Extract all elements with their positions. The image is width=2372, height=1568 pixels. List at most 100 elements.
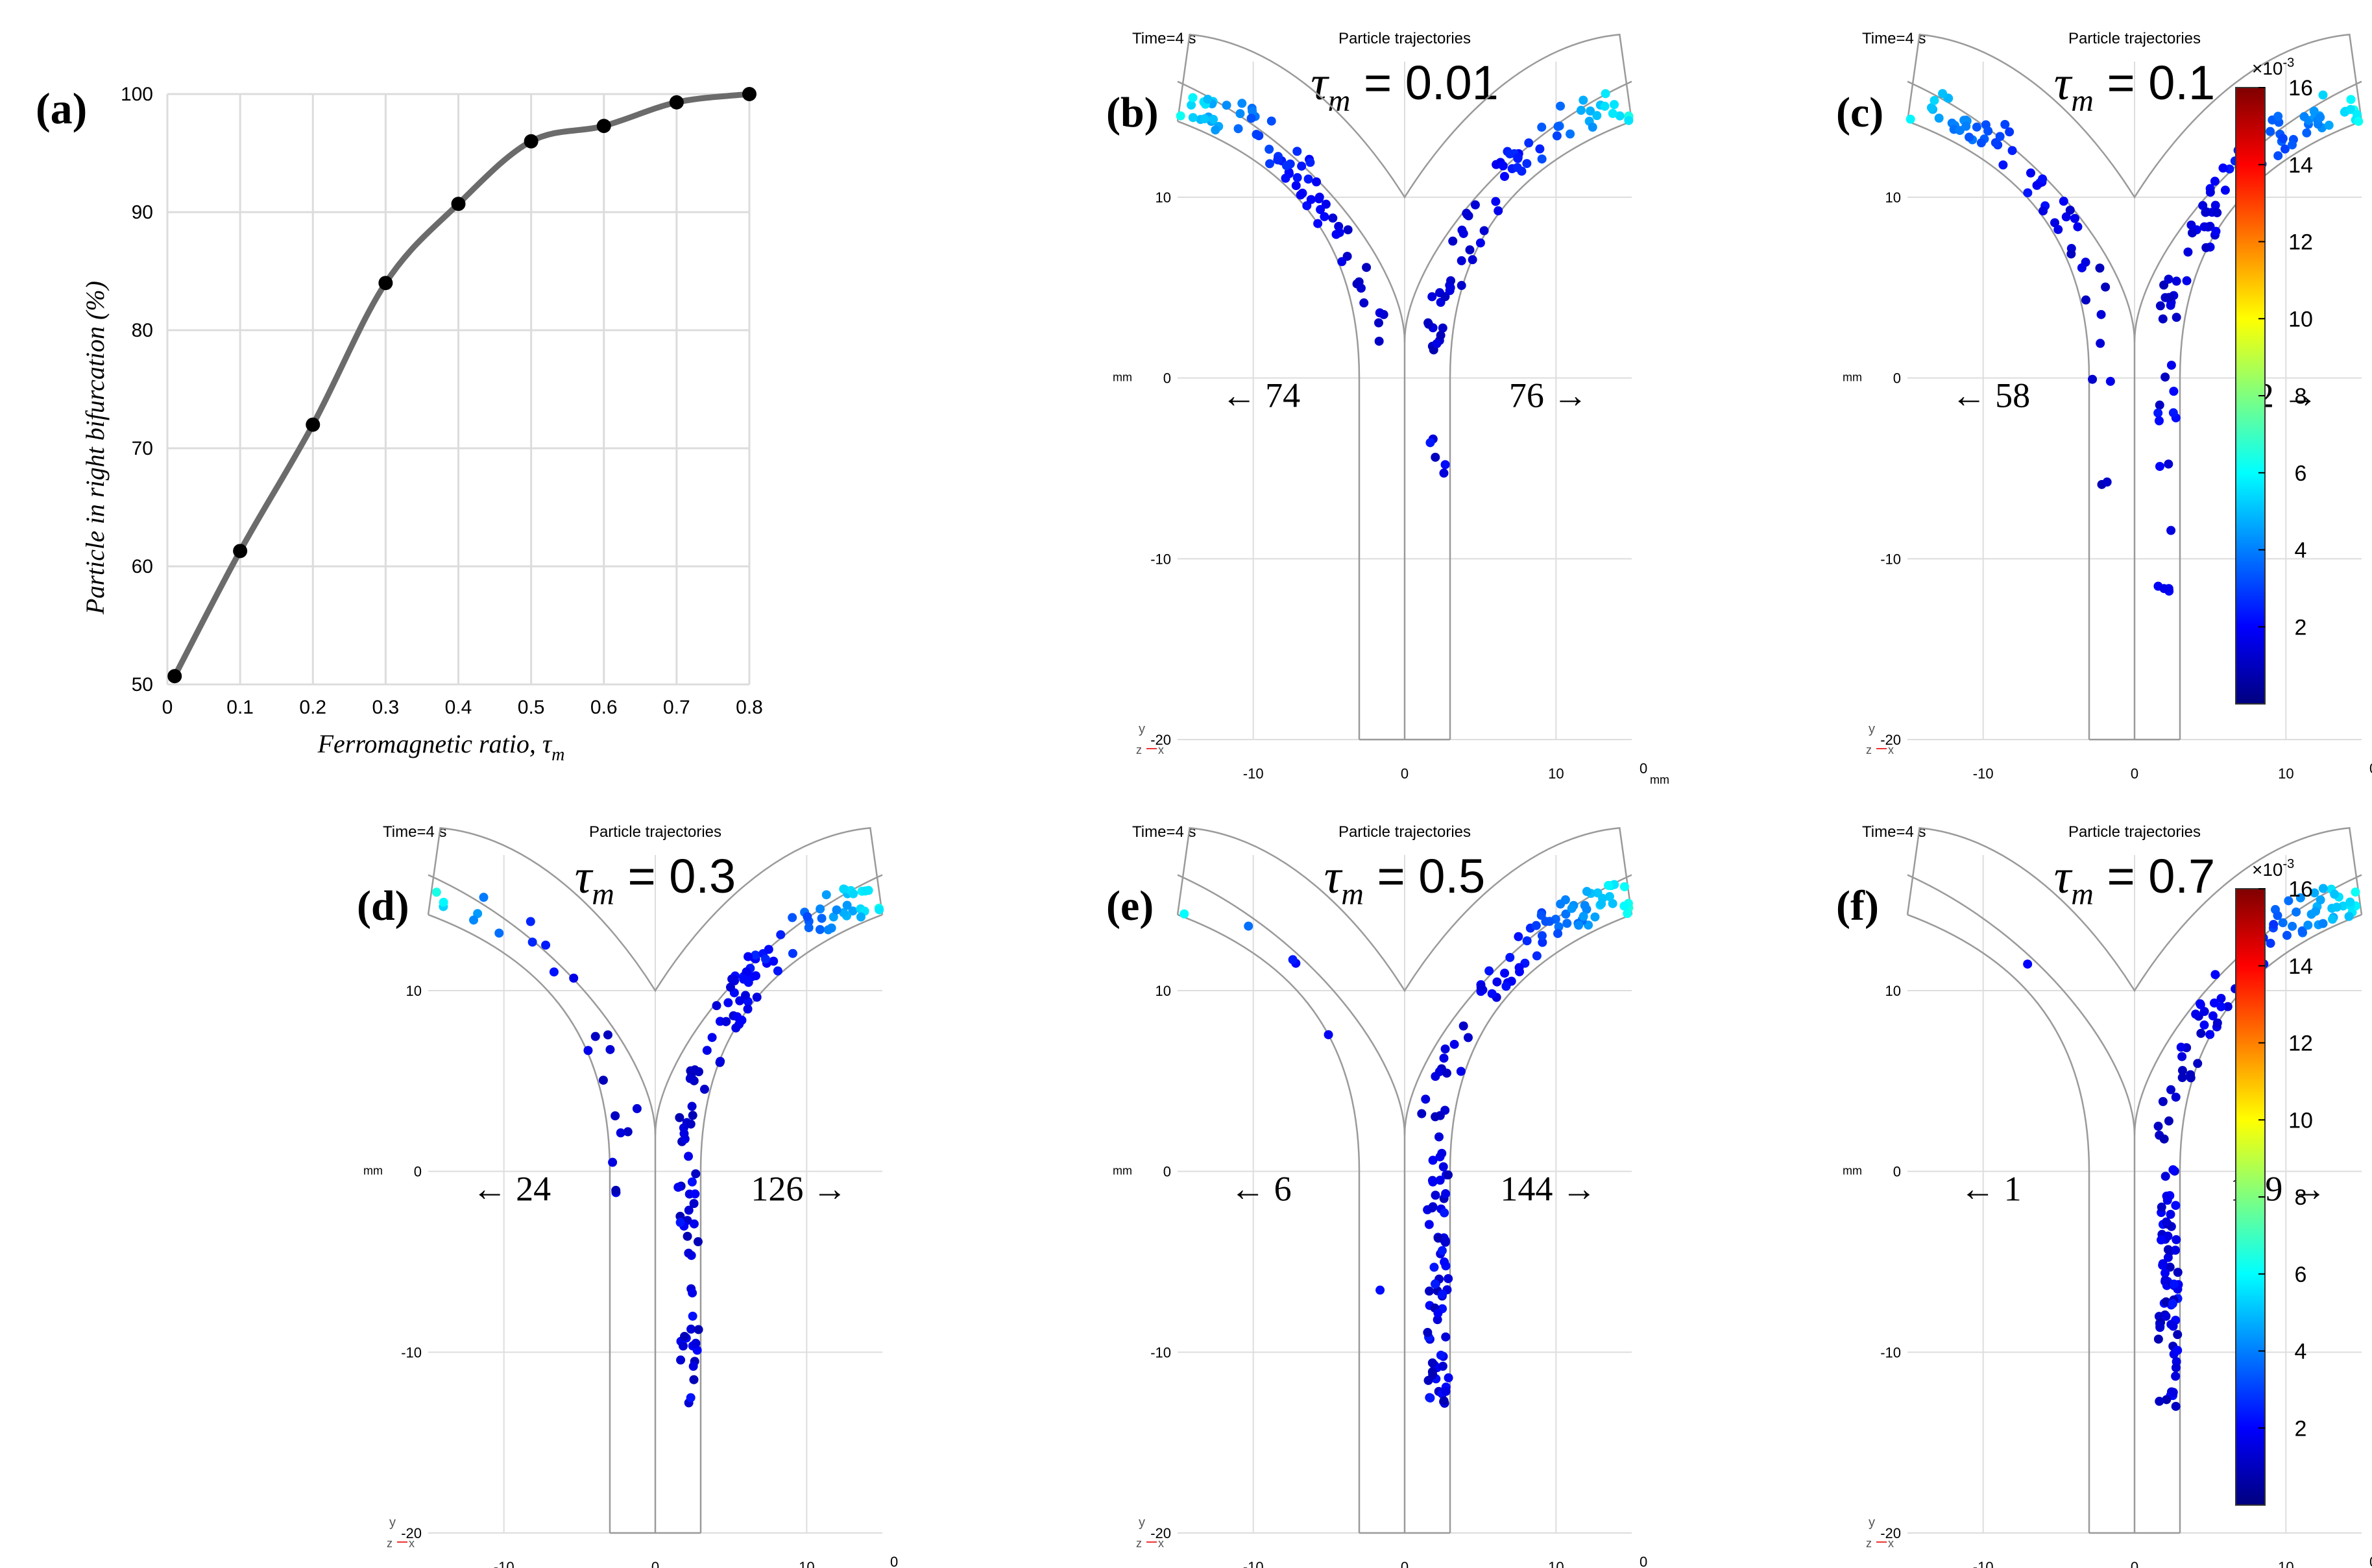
tau-symbol: τ <box>1324 850 1343 904</box>
particle <box>2177 1066 2187 1076</box>
particle <box>684 1152 694 1161</box>
particle <box>2269 920 2279 930</box>
panel-a-y-ticks: 50 60 70 80 90 100 <box>121 84 153 695</box>
particle <box>2172 1235 2181 1244</box>
panel-b-trajectories: Time=4 s Particle trajectories τm = 0.01 (b… <box>1106 30 1669 786</box>
particle <box>1457 281 1466 291</box>
particle <box>1292 173 1302 182</box>
particle <box>1463 1033 1473 1043</box>
particle <box>2158 1260 2168 1270</box>
particle <box>1588 123 1597 132</box>
colorbar-multiplier: ×10-3 <box>2252 857 2294 880</box>
x-tick-label: 10 <box>799 1559 814 1568</box>
particle <box>1331 230 1341 239</box>
panel-title: Particle trajectories <box>589 823 721 841</box>
particle <box>1431 452 1440 462</box>
particle <box>760 954 770 964</box>
particle <box>1955 126 1965 136</box>
particle <box>2299 112 2309 121</box>
particle <box>2278 134 2288 143</box>
particle <box>2173 1268 2183 1277</box>
particle <box>1296 190 1305 200</box>
particle <box>2164 1116 2173 1126</box>
x-tick-label: -10 <box>1973 1559 1994 1568</box>
y-axis-unit: mm <box>1843 371 1862 384</box>
triad-z: z <box>1866 743 1872 756</box>
particle <box>742 967 751 977</box>
particle <box>2345 104 2355 114</box>
panel-a-x-tick-label: 0.8 <box>736 697 763 718</box>
particles <box>1176 89 1634 478</box>
particle <box>2160 1268 2170 1278</box>
particle <box>1492 977 1502 987</box>
particle <box>2183 247 2193 257</box>
particle <box>1608 899 1617 908</box>
channel-outline <box>1906 33 2363 741</box>
panel-e-trajectories: Time=4 s Particle trajectories τm = 0.5 (e)… <box>1106 823 1669 1568</box>
particle <box>2171 1246 2180 1255</box>
particle <box>686 1393 696 1403</box>
channel-wall-right-outer <box>2179 913 2362 1533</box>
panel-a-data-point <box>524 134 539 149</box>
particle <box>788 913 797 923</box>
particle <box>2157 1202 2166 1212</box>
particle <box>1500 969 1510 978</box>
particle <box>2324 121 2334 130</box>
particle <box>1512 163 1522 173</box>
particle <box>1432 339 1442 348</box>
particle <box>1619 882 1629 891</box>
channel-wall-left-outer <box>1177 120 1361 740</box>
particle <box>569 973 579 983</box>
particle <box>723 998 733 1007</box>
particle <box>676 1355 686 1365</box>
particle <box>1582 887 1591 897</box>
particle <box>2330 889 2340 899</box>
panel-a-y-axis-label: Particle in right bifurcation (%) <box>80 281 110 615</box>
particle <box>1610 100 1619 110</box>
particles <box>431 884 884 1408</box>
particle <box>1427 1358 1437 1368</box>
panel-a-y-tick-label: 90 <box>132 202 153 223</box>
particle <box>1288 955 1298 965</box>
particle <box>2000 119 2010 129</box>
particle <box>2163 1231 2173 1241</box>
particle <box>1601 89 1610 99</box>
particle <box>2210 176 2220 186</box>
colorbar-tick-label: 16 <box>2288 877 2313 902</box>
particle <box>1456 1067 1466 1076</box>
particle <box>1462 210 1472 219</box>
particle <box>2332 902 2342 912</box>
particle <box>2211 226 2221 236</box>
particle <box>1425 438 1435 448</box>
triad-x: x <box>1888 1537 1894 1550</box>
particle <box>1576 106 1586 115</box>
tau-value: = 0.1 <box>2094 56 2215 110</box>
particle <box>2168 408 2178 418</box>
particle <box>1291 181 1301 191</box>
particle <box>2199 1007 2209 1017</box>
colorbar-tick-label: 12 <box>2288 1031 2313 1056</box>
x-tick-label: 0 <box>651 1559 659 1568</box>
channel-divider-left <box>1177 874 1406 1533</box>
particle <box>473 909 483 919</box>
panel-a-data-point <box>233 544 248 559</box>
particle <box>2223 1002 2233 1011</box>
particle <box>2182 276 2192 285</box>
particle <box>848 906 858 916</box>
panel-a-y-tick-label: 60 <box>132 556 153 577</box>
particle <box>2172 313 2181 322</box>
tau-value: = 0.01 <box>1350 56 1498 110</box>
particle <box>2154 416 2164 426</box>
channel-outlets <box>1906 826 2363 993</box>
panel-a-x-ticks: 0 0.1 0.2 0.3 0.4 0.5 0.6 0.7 0.8 <box>162 697 763 718</box>
particle <box>816 904 825 914</box>
panel-a-x-tick-label: 0.7 <box>663 697 690 718</box>
particle <box>1440 1257 1449 1267</box>
particle <box>692 1345 702 1355</box>
particle <box>740 991 750 1000</box>
particle <box>1188 113 1198 123</box>
particle <box>716 1057 725 1067</box>
particle <box>1203 95 1213 104</box>
particle <box>1209 115 1218 125</box>
